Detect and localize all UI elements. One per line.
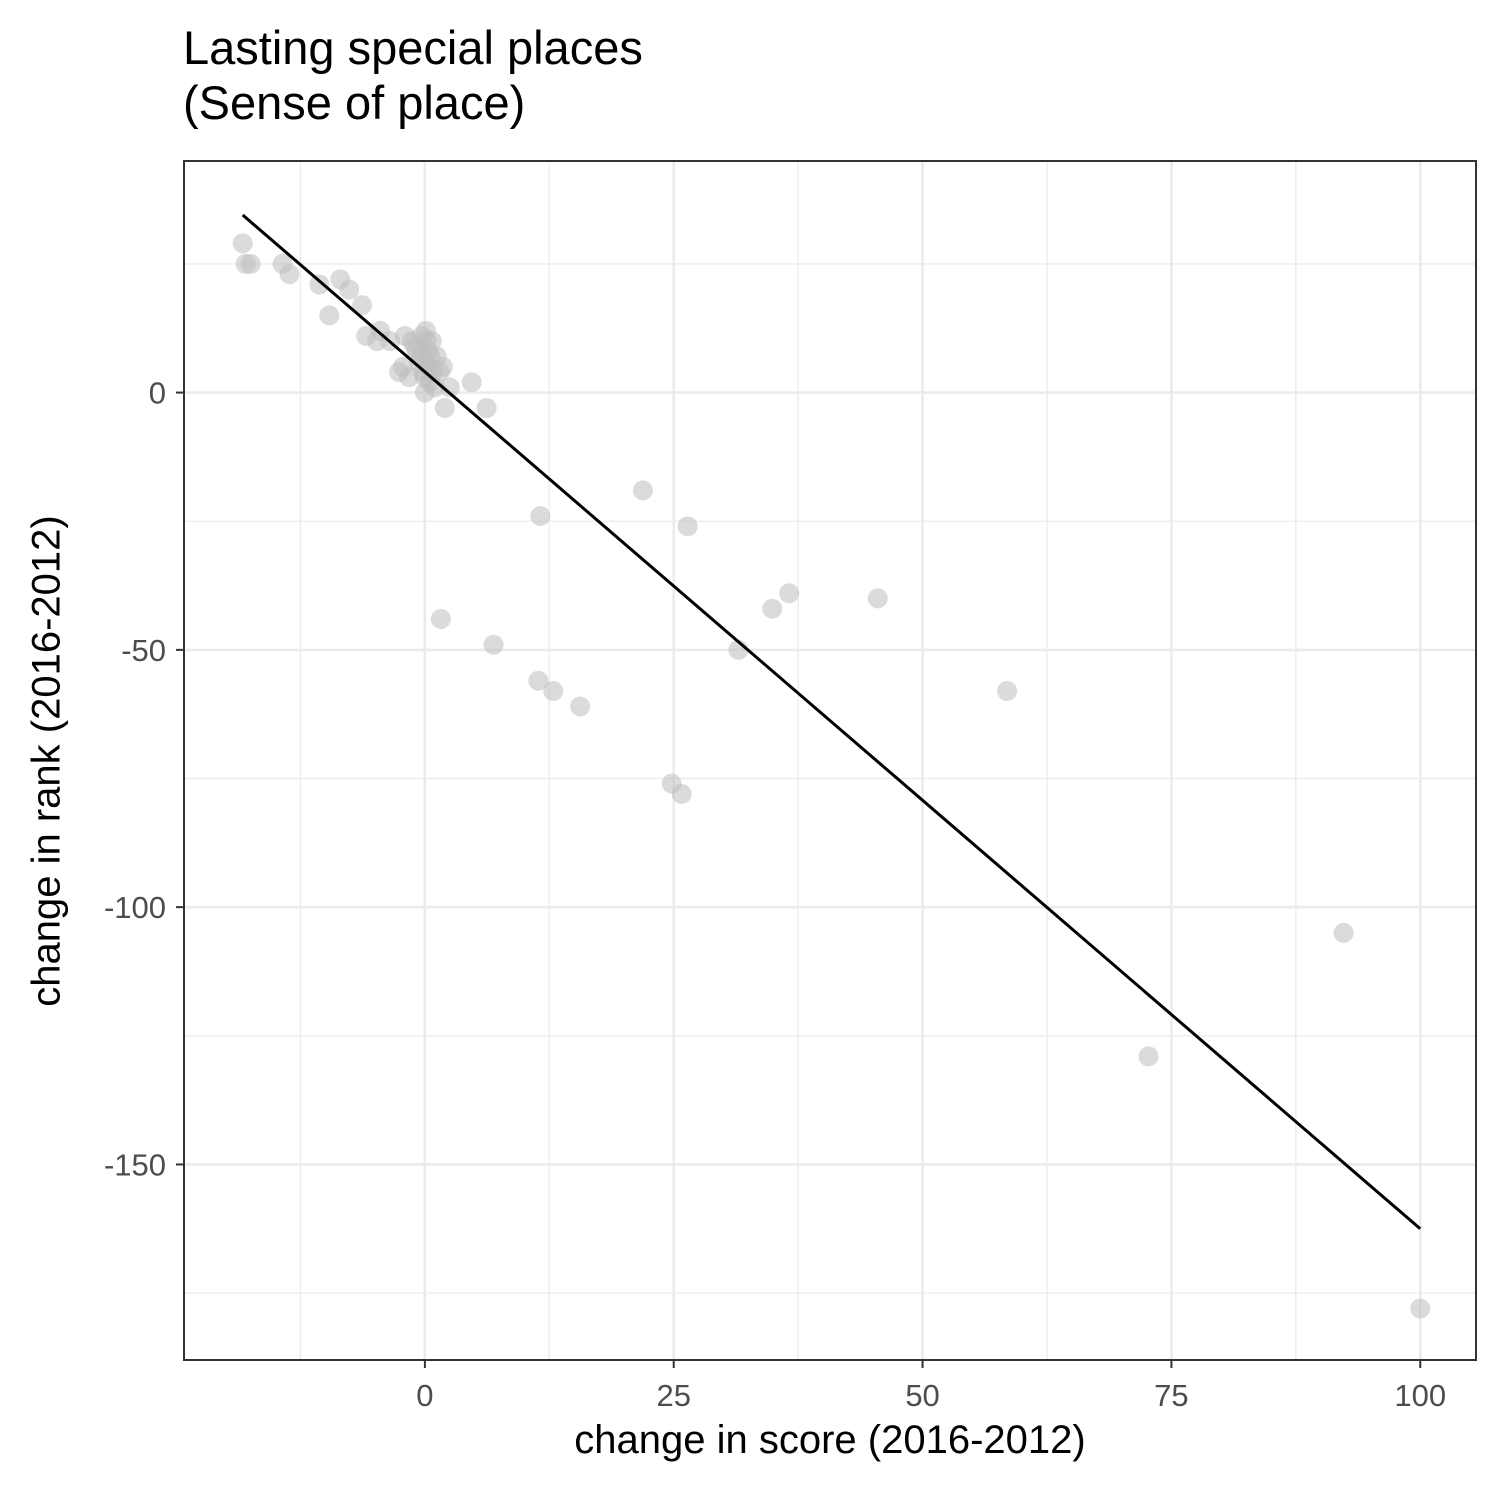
data-point [432,356,453,377]
x-tick-label: 100 [1394,1378,1446,1413]
major-gridlines [184,161,1476,1360]
y-tick-label: 0 [149,376,166,411]
x-tick-label: 75 [1154,1378,1188,1413]
y-axis: 0 -50 -100 -150 [104,376,184,1182]
data-point [352,295,373,316]
x-tick-label: 25 [656,1378,690,1413]
data-point [1410,1298,1431,1319]
data-point [997,681,1018,702]
data-point [240,253,261,274]
panel-border [183,160,1477,1361]
data-point [1333,922,1354,943]
data-point [543,681,564,702]
x-axis: 0 25 50 75 100 [416,1360,1446,1413]
data-point [632,480,653,501]
y-tick-label: -50 [121,633,166,668]
data-point [530,506,551,527]
y-axis-label: change in rank (2016-2012) [24,515,69,1007]
y-tick-label: -100 [104,890,166,925]
chart-title: Lasting special places (Sense of place) [183,21,643,129]
trend-line [241,213,1422,1230]
trend-line-group [241,213,1422,1230]
data-point [476,398,497,419]
data-point [424,377,445,398]
y-tick-label: -150 [104,1147,166,1182]
data-point [867,588,888,609]
data-point [671,783,692,804]
data-point [762,598,783,619]
data-point [309,274,330,295]
data-point [232,233,253,254]
data-point [319,305,340,326]
data-point [1138,1046,1159,1067]
data-point [421,331,442,352]
data-point [279,264,300,285]
data-point [439,377,460,398]
data-point [483,634,504,655]
data-point [677,516,698,537]
x-tick-label: 50 [905,1378,939,1413]
data-point [434,398,455,419]
data-point [528,670,549,691]
data-point [570,696,591,717]
data-point [779,583,800,604]
data-point [461,372,482,393]
x-tick-label: 0 [416,1378,433,1413]
data-points [232,233,1431,1319]
data-point [430,608,451,629]
minor-gridlines [184,161,1476,1360]
panel-frame [183,160,1477,1361]
data-point [339,279,360,300]
x-axis-label: change in score (2016-2012) [574,1418,1086,1462]
